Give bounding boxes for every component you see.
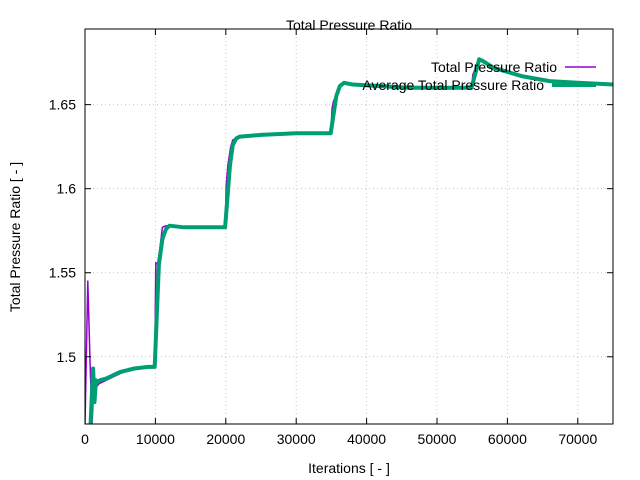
grid bbox=[85, 29, 613, 424]
x-tick-label: 50000 bbox=[418, 431, 457, 447]
x-tick-label: 70000 bbox=[558, 431, 597, 447]
ticks: 0 10000 20000 30000 40000 50000 60000 70000 1.5 1… bbox=[49, 29, 613, 447]
x-axis-label: Iterations [ - ] bbox=[308, 460, 390, 476]
x-tick-label: 10000 bbox=[136, 431, 175, 447]
legend: Total Pressure Ratio Average Total Press… bbox=[362, 59, 596, 93]
x-tick-label: 60000 bbox=[488, 431, 527, 447]
y-tick-label: 1.6 bbox=[57, 181, 77, 197]
chart-title: Total Pressure Ratio bbox=[286, 17, 412, 33]
series-layer bbox=[85, 57, 613, 424]
plot-frame bbox=[84, 28, 614, 425]
x-tick-label: 30000 bbox=[277, 431, 316, 447]
legend-label-total-pressure-ratio: Total Pressure Ratio bbox=[431, 59, 557, 75]
y-axis-label: Total Pressure Ratio [ - ] bbox=[7, 162, 23, 312]
y-tick-label: 1.5 bbox=[57, 349, 77, 365]
series-line-total-pressure-ratio bbox=[85, 58, 613, 424]
series-line-average-total-pressure-ratio bbox=[88, 57, 613, 424]
y-tick-label: 1.65 bbox=[49, 97, 76, 113]
legend-label-average-total-pressure-ratio: Average Total Pressure Ratio bbox=[362, 77, 544, 93]
x-tick-label: 0 bbox=[81, 431, 89, 447]
x-tick-label: 20000 bbox=[206, 431, 245, 447]
y-tick-label: 1.55 bbox=[49, 265, 76, 281]
x-tick-label: 40000 bbox=[347, 431, 386, 447]
